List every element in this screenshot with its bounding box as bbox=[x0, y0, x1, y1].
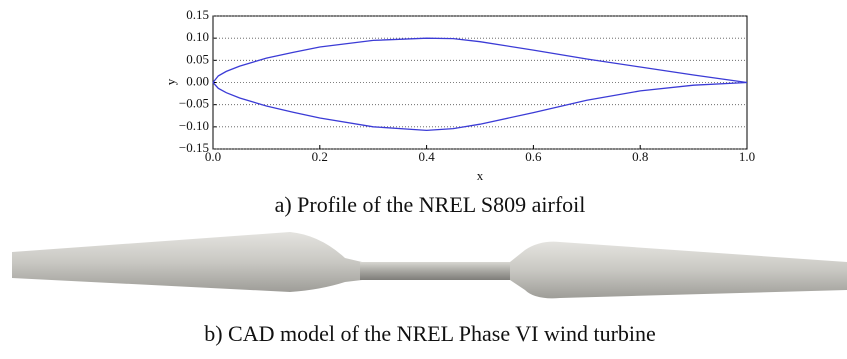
y-tick-label: 0.05 bbox=[186, 51, 209, 66]
x-axis-label: x bbox=[477, 168, 484, 183]
y-tick-label: 0.10 bbox=[186, 29, 209, 44]
cad-model bbox=[12, 232, 847, 298]
caption: b) CAD model of the NREL Phase VI wind t… bbox=[204, 321, 656, 346]
y-axis-label: y bbox=[163, 78, 178, 85]
x-tick-label: 0.2 bbox=[312, 149, 328, 164]
hub bbox=[360, 262, 512, 280]
y-tick-label: −0.05 bbox=[179, 96, 209, 111]
y-tick-label: 0.15 bbox=[186, 7, 209, 22]
left-blade bbox=[12, 232, 362, 292]
caption: a) Profile of the NREL S809 airfoil bbox=[275, 192, 586, 217]
y-tick-label: −0.10 bbox=[179, 118, 209, 133]
right-blade bbox=[510, 242, 847, 299]
x-tick-label: 0.4 bbox=[418, 149, 435, 164]
x-tick-label: 1.0 bbox=[739, 149, 755, 164]
x-tick-label: 0.6 bbox=[525, 149, 542, 164]
y-tick-label: 0.00 bbox=[186, 73, 209, 88]
x-tick-label: 0.8 bbox=[632, 149, 648, 164]
airfoil-line bbox=[213, 83, 747, 131]
figure: y x 0.150.100.050.00−0.05−0.10−0.150.00.… bbox=[0, 0, 847, 359]
x-tick-label: 0.0 bbox=[205, 149, 221, 164]
